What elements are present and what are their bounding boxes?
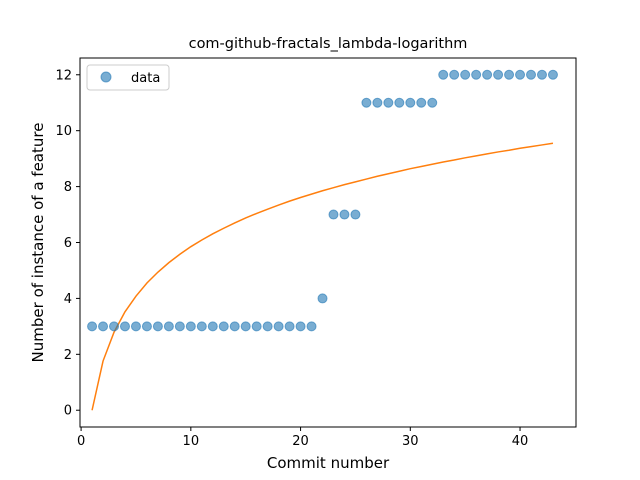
data-point: [449, 69, 460, 80]
legend-frame: [86, 64, 170, 91]
axis-ticks: 0 10 20 30 40 0 2 4 6 8 10 12: [55, 68, 528, 449]
y-tick-label: 10: [55, 124, 72, 139]
data-point: [427, 97, 438, 108]
y-tick-label: 12: [55, 68, 72, 83]
data-point: [240, 321, 251, 332]
fit-line: [91, 142, 554, 411]
data-point: [251, 321, 262, 332]
data-point: [482, 69, 493, 80]
data-point: [130, 321, 141, 332]
legend: data: [86, 64, 170, 91]
data-point: [306, 321, 317, 332]
x-tick-label: 0: [77, 434, 85, 449]
y-tick-label: 8: [64, 180, 72, 195]
data-point: [405, 97, 416, 108]
data-point: [547, 69, 558, 80]
data-point: [317, 293, 328, 304]
data-point: [262, 321, 273, 332]
data-point: [295, 321, 306, 332]
y-tick-label: 2: [64, 348, 72, 363]
data-point: [383, 97, 394, 108]
x-axis-label: Commit number: [267, 454, 390, 472]
data-point: [526, 69, 537, 80]
y-axis-label: Number of instance of a feature: [29, 123, 47, 363]
axes-frame: [79, 57, 577, 428]
data-point: [273, 321, 284, 332]
y-tick-label: 4: [64, 292, 72, 307]
data-point: [536, 69, 547, 80]
data-point: [460, 69, 471, 80]
data-point: [87, 321, 98, 332]
data-point: [339, 209, 350, 220]
data-point: [350, 209, 361, 220]
data-point: [229, 321, 240, 332]
data-point: [493, 69, 504, 80]
data-point: [207, 321, 218, 332]
x-tick-label: 30: [402, 434, 419, 449]
data-point: [284, 321, 295, 332]
data-point: [416, 97, 427, 108]
legend-marker-data: [100, 71, 112, 83]
data-point: [328, 209, 339, 220]
data-point: [471, 69, 482, 80]
data-point: [438, 69, 449, 80]
data-point: [119, 321, 130, 332]
x-tick-label: 20: [292, 434, 309, 449]
data-point: [196, 321, 207, 332]
data-point: [515, 69, 526, 80]
data-point: [504, 69, 515, 80]
data-point: [109, 321, 120, 332]
chart-title: com-github-fractals_lambda-logarithm: [189, 36, 468, 52]
data-point: [174, 321, 185, 332]
plot-area: [87, 69, 558, 411]
data-point: [372, 97, 383, 108]
data-point: [361, 97, 372, 108]
y-tick-label: 0: [64, 404, 72, 419]
x-tick-label: 10: [183, 434, 200, 449]
data-point: [141, 321, 152, 332]
data-point: [152, 321, 163, 332]
x-tick-label: 40: [512, 434, 529, 449]
data-point: [218, 321, 229, 332]
legend-label-data: data: [131, 71, 160, 86]
data-point: [98, 321, 109, 332]
data-point: [394, 97, 405, 108]
data-point: [185, 321, 196, 332]
y-tick-label: 6: [64, 236, 72, 251]
data-point: [163, 321, 174, 332]
